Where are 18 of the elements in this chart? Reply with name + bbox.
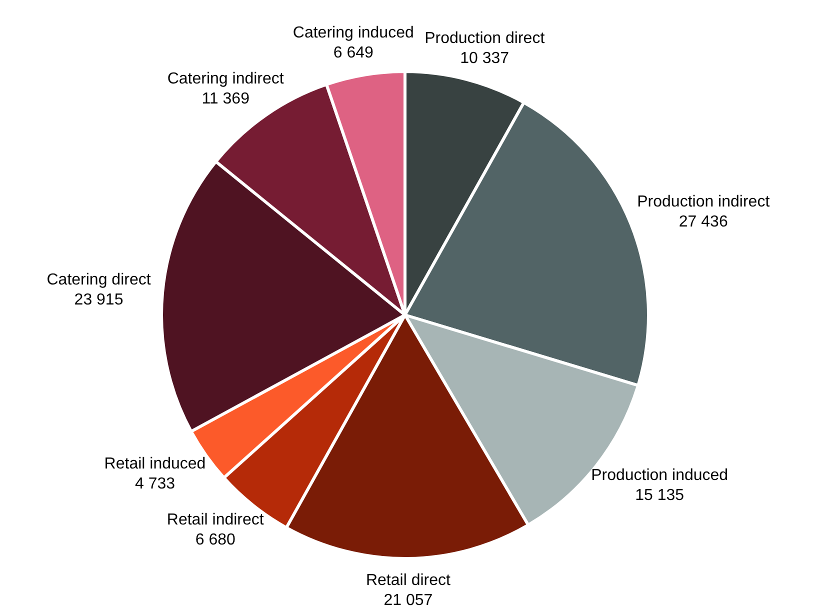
slice-label: Retail indirect [166,512,264,529]
data-label: 21 057 [384,592,433,609]
data-label: 27 436 [678,213,728,230]
data-label: 4 733 [134,475,176,492]
slice-label: Retail induced [104,455,206,472]
data-label: 11 369 [202,90,250,108]
slice-label: Production induced [591,466,728,484]
data-label: 6 680 [195,532,236,549]
data-label: 10 337 [460,50,510,67]
slice-label: Catering induced [292,24,414,42]
data-label: 6 649 [333,44,374,62]
slice-label: Retail direct [366,572,452,589]
data-label: 23 915 [74,291,124,308]
slice-label: Catering direct [46,271,152,288]
slice-label: Catering indirect [167,70,284,88]
slice-label: Production indirect [637,193,770,210]
data-label: 15 135 [635,486,684,504]
slice-label: Production direct [424,30,546,47]
